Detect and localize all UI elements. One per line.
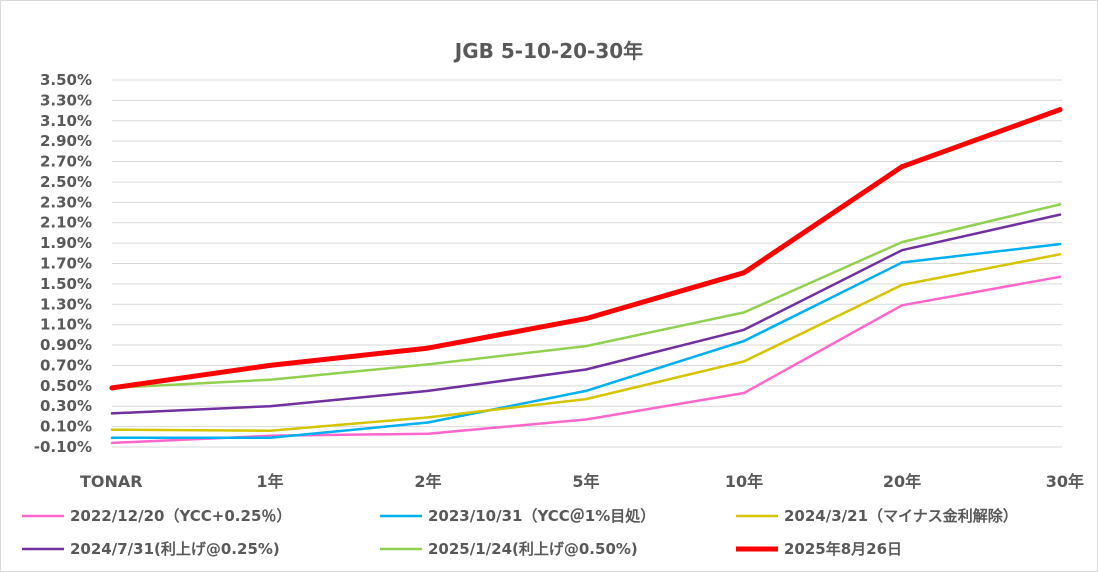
data-point: [584, 368, 588, 371]
y-tick-label: 2.50%: [40, 173, 92, 191]
data-point: [1058, 253, 1062, 256]
y-tick-label: 0.50%: [40, 377, 92, 395]
y-tick-label: -0.10%: [34, 438, 92, 456]
y-tick-label: 1.90%: [40, 234, 92, 252]
y-tick-label: 1.30%: [40, 295, 92, 313]
data-point: [268, 378, 272, 381]
data-point: [1057, 107, 1063, 113]
legend-label: 2022/12/20（YCC+0.25％）: [70, 507, 291, 525]
x-axis-ticks: TONAR 1年 2年 5年 10年 20年 30年: [80, 472, 1084, 491]
data-point: [583, 316, 589, 322]
data-point: [742, 311, 746, 314]
data-point: [900, 304, 904, 307]
series-line-4: [110, 213, 1062, 415]
data-point: [425, 345, 431, 351]
data-point: [584, 389, 588, 393]
data-point: [110, 441, 114, 445]
data-point: [742, 360, 746, 363]
series-line-1: [110, 275, 1062, 445]
data-point: [426, 416, 430, 419]
data-point: [742, 328, 746, 331]
series-lines: [109, 107, 1063, 445]
chart-title: JGB 5-10-20-30年: [453, 39, 643, 63]
data-point: [900, 283, 904, 287]
data-point: [1058, 203, 1062, 206]
y-tick-label: 0.70%: [40, 356, 92, 374]
data-point: [1058, 242, 1062, 246]
data-point: [742, 391, 746, 395]
x-tick-label: 2年: [414, 472, 441, 491]
series-line-5: [110, 203, 1062, 390]
y-tick-label: 1.70%: [40, 255, 92, 273]
x-tick-label: 5年: [572, 472, 599, 491]
series-line-2: [110, 242, 1062, 440]
y-tick-label: 0.90%: [40, 336, 92, 354]
data-point: [268, 434, 272, 437]
legend-label: 2025/1/24(利上げ@0.50%): [428, 540, 638, 558]
data-point: [584, 418, 588, 421]
data-point: [900, 249, 904, 252]
y-tick-label: 2.10%: [40, 214, 92, 232]
legend-label: 2023/10/31（YCC＠1%目処）: [428, 507, 655, 525]
legend-label: 2024/7/31(利上げ@0.25%): [70, 540, 280, 558]
x-tick-label: TONAR: [80, 472, 143, 491]
y-tick-label: 0.10%: [40, 418, 92, 436]
data-point: [268, 405, 272, 408]
x-tick-label: 1年: [256, 472, 283, 491]
gridlines: [112, 79, 1062, 448]
data-point: [268, 429, 272, 432]
y-tick-label: 2.30%: [40, 193, 92, 211]
y-axis-ticks: 3.50% 3.30% 3.10% 2.90% 2.70% 2.50% 2.30% 2.10%…: [34, 71, 92, 456]
series-line-3: [110, 253, 1062, 432]
x-tick-label: 10年: [725, 472, 763, 491]
data-point: [742, 339, 746, 343]
x-tick-label: 30年: [1046, 472, 1084, 491]
data-point: [110, 436, 114, 440]
data-point: [741, 270, 747, 276]
legend: 2022/12/20（YCC+0.25％） 2023/10/31（YCC＠1%目処…: [22, 507, 1018, 558]
data-point: [900, 240, 904, 244]
data-point: [584, 344, 588, 348]
data-point: [899, 164, 905, 170]
data-point: [1058, 275, 1062, 278]
data-point: [110, 412, 114, 415]
legend-label: 2024/3/21（マイナス金利解除）: [784, 507, 1018, 525]
data-point: [584, 397, 588, 401]
legend-label: 2025年8月26日: [784, 540, 902, 558]
y-tick-label: 3.50%: [40, 71, 92, 89]
y-tick-label: 2.70%: [40, 153, 92, 171]
data-point: [426, 363, 430, 366]
y-tick-label: 0.30%: [40, 397, 92, 415]
y-tick-label: 1.50%: [40, 275, 92, 293]
data-point: [426, 421, 430, 424]
data-point: [109, 385, 115, 391]
data-point: [900, 261, 904, 264]
data-point: [268, 436, 272, 440]
y-tick-label: 3.10%: [40, 112, 92, 130]
data-point: [426, 432, 430, 435]
y-tick-label: 1.10%: [40, 316, 92, 334]
y-tick-label: 3.30%: [40, 91, 92, 109]
data-point: [110, 428, 114, 431]
data-point: [1058, 213, 1062, 216]
y-tick-label: 2.90%: [40, 132, 92, 150]
data-point: [267, 362, 273, 368]
x-tick-label: 20年: [883, 472, 921, 491]
data-point: [426, 389, 430, 393]
